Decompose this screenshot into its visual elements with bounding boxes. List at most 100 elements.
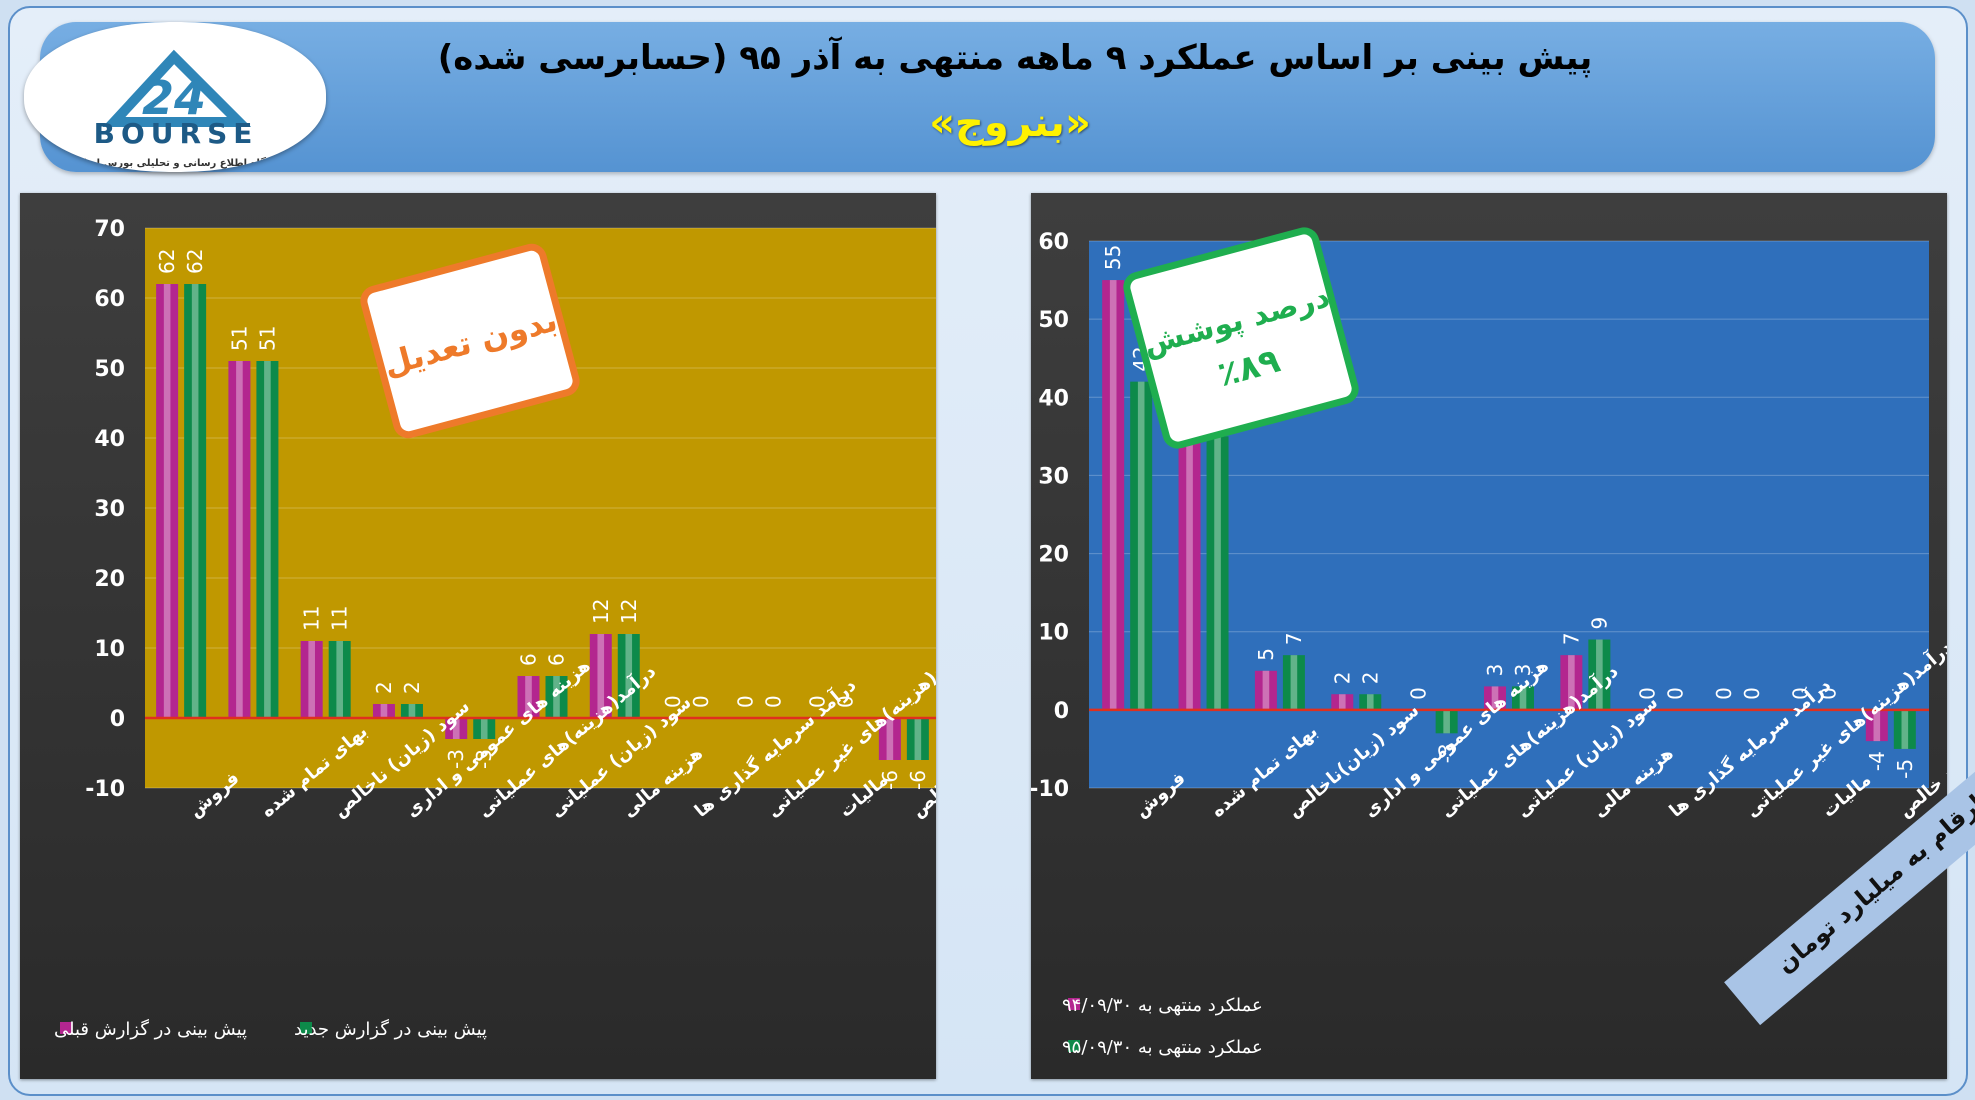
bar-highlight <box>308 641 315 718</box>
data-label: 6 <box>517 653 541 666</box>
bar-highlight <box>553 676 560 718</box>
data-label: 2 <box>400 681 424 694</box>
y-tick-label: 20 <box>1038 543 1069 568</box>
data-label: 0 <box>1712 687 1736 700</box>
y-tick-label: 0 <box>1054 699 1069 724</box>
badge-box <box>1123 227 1359 449</box>
bar <box>1560 655 1583 710</box>
y-tick-label: 30 <box>94 497 125 522</box>
bar-highlight <box>1109 280 1117 710</box>
bar-highlight <box>1519 686 1527 710</box>
bar-highlight <box>480 718 488 739</box>
y-tick-label: 30 <box>1038 464 1069 489</box>
bar <box>445 718 468 739</box>
bar-highlight <box>1901 709 1909 749</box>
data-label: -4 <box>1865 751 1889 771</box>
bar <box>1206 436 1229 710</box>
bar <box>1893 709 1916 749</box>
logo-mark: 24 <box>102 49 252 127</box>
y-tick-label: 70 <box>94 217 125 242</box>
data-label: -3 <box>472 749 496 769</box>
data-label: 5 <box>1254 648 1278 661</box>
logo: 24 BOURSE پایگاه اطلاع رسانی و تحلیلی بو… <box>24 22 326 172</box>
data-label: -5 <box>1893 759 1917 779</box>
bar <box>1359 694 1382 710</box>
bar <box>1254 670 1277 710</box>
data-label: 0 <box>1788 687 1812 700</box>
bar-highlight <box>597 634 605 718</box>
left-chart-panel: -10 0 10 20 30 40 50 60 70 62 51 11 2 -3 6 12 0 0 0 -6 62 51 1… <box>20 193 994 1079</box>
bar <box>1865 709 1888 742</box>
bar-highlight <box>191 284 199 718</box>
data-label: 2 <box>1330 671 1354 684</box>
data-label: 0 <box>1664 687 1688 700</box>
right-bar-chart: -100102030405060555052037000-4423572-339… <box>1029 227 1975 1058</box>
bar <box>517 676 540 718</box>
data-label: 9 <box>1587 617 1611 630</box>
data-label: 0 <box>661 695 685 708</box>
y-tick-label: 10 <box>94 637 125 662</box>
data-label: 2 <box>372 681 396 694</box>
bar-highlight <box>236 361 243 718</box>
bar-highlight <box>886 718 894 760</box>
data-label: 11 <box>328 606 352 631</box>
data-label: 0 <box>1816 687 1840 700</box>
data-label: 7 <box>1559 632 1583 645</box>
y-tick-label: 50 <box>94 357 125 382</box>
bar <box>545 676 568 718</box>
header-banner <box>40 22 1935 172</box>
legend-swatch <box>1068 1040 1080 1052</box>
right-chart-panel: -100102030405060555052037000-4423572-339… <box>1029 193 1975 1079</box>
bar <box>1282 655 1305 710</box>
data-label: 6 <box>545 653 569 666</box>
data-label: 62 <box>183 249 207 274</box>
bar-highlight <box>525 676 532 718</box>
data-label: 55 <box>1101 245 1125 270</box>
bar-highlight <box>264 361 271 718</box>
bar <box>1130 381 1153 710</box>
legend-swatch <box>1068 998 1080 1010</box>
data-label: -6 <box>906 770 930 790</box>
bar-highlight <box>914 718 922 760</box>
data-label: 0 <box>806 695 830 708</box>
y-tick-label: 20 <box>94 567 125 592</box>
bar-highlight <box>1568 655 1575 710</box>
data-label: 12 <box>617 599 641 624</box>
bar-highlight <box>1338 694 1346 710</box>
data-label: 3 <box>1483 664 1507 677</box>
y-tick-label: 10 <box>1038 621 1069 646</box>
bar <box>906 718 929 760</box>
y-tick-label: 60 <box>1038 230 1069 255</box>
data-label: 11 <box>300 606 324 631</box>
badge: درصد پوشش٪۸۹ <box>1123 227 1359 449</box>
bar-highlight <box>1214 436 1221 710</box>
data-label: 0 <box>733 695 757 708</box>
data-label: 0 <box>1740 687 1764 700</box>
bar-highlight <box>1262 670 1270 710</box>
svg-text:24: 24 <box>142 71 206 125</box>
bar-highlight <box>1873 709 1881 742</box>
bar-highlight <box>1596 639 1603 710</box>
bar <box>328 641 351 718</box>
badge-box <box>360 243 580 439</box>
logo-text: BOURSE <box>93 117 259 150</box>
y-tick-label: -10 <box>85 777 125 802</box>
bar <box>589 634 612 718</box>
data-label: 12 <box>589 599 613 624</box>
legend-label: عملکرد منتهی به ۹۴/۰۹/۳۰ <box>1062 995 1263 1016</box>
bar <box>1588 639 1611 710</box>
logo-tagline: پایگاه اطلاع رسانی و تحلیلی بورس ایران <box>74 158 278 169</box>
y-tick-label: 0 <box>110 707 125 732</box>
bar <box>878 718 901 760</box>
y-tick-label: 60 <box>94 287 125 312</box>
data-label: 7 <box>1282 632 1306 645</box>
bar <box>1331 694 1354 710</box>
data-label: 0 <box>689 695 713 708</box>
data-label: -3 <box>444 749 468 769</box>
data-label: 0 <box>1636 687 1660 700</box>
bar-highlight <box>452 718 460 739</box>
data-label: 0 <box>834 695 858 708</box>
bar <box>1512 686 1534 710</box>
bar-highlight <box>1137 381 1145 710</box>
